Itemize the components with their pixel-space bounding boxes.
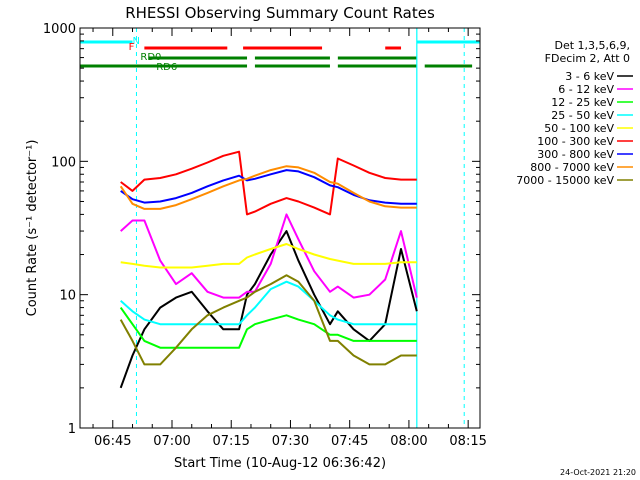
series-line-1	[120, 213, 418, 299]
series-line-3	[120, 280, 417, 326]
series-line-4	[120, 243, 417, 269]
x-axis-ticks: 06:45 07:00 07:15 07:30 07:45 08:00 08:15	[92, 28, 487, 449]
series-layer	[119, 150, 418, 389]
series-line-0	[119, 230, 418, 389]
legend-header-detectors: Det 1,3,5,6,9,	[554, 39, 630, 52]
legend-entry-label: 3 - 6 keV	[565, 70, 614, 83]
y-tick-label: 1000	[43, 22, 76, 37]
x-tick-label: 07:00	[153, 434, 190, 449]
x-tick-label: 06:45	[94, 434, 131, 449]
x-tick-label: 08:15	[449, 434, 486, 449]
series-line-7	[119, 165, 417, 210]
y-axis-label: Count Rate (s⁻¹ detector⁻¹)	[25, 140, 40, 317]
chart-title: RHESSI Observing Summary Count Rates	[125, 4, 435, 22]
plot-frame	[79, 27, 481, 429]
flag-label-rd0: RD0	[140, 52, 161, 63]
y-tick-label: 10	[59, 289, 76, 304]
timestamp: 24-Oct-2021 21:20	[560, 468, 636, 477]
flag-label-flare: F	[129, 42, 135, 53]
x-tick-label: 07:45	[331, 434, 368, 449]
legend-entry-label: 7000 - 15000 keV	[516, 174, 614, 187]
legend-entry-label: 12 - 25 keV	[551, 96, 614, 109]
night-lines-layer	[135, 28, 465, 428]
y-axis-ticks: 1 10 100 1000	[43, 22, 480, 437]
legend-entry-label: 800 - 7000 keV	[530, 161, 614, 174]
legend-entry-label: 50 - 100 keV	[544, 122, 614, 135]
legend-entry-label: 300 - 800 keV	[537, 148, 614, 161]
x-tick-label: 08:00	[390, 434, 427, 449]
legend-header-decimation: FDecim 2, Att 0	[545, 52, 630, 65]
x-tick-label: 07:30	[272, 434, 309, 449]
flag-label-night: N	[133, 36, 140, 47]
x-axis-label: Start Time (10-Aug-12 06:36:42)	[174, 456, 386, 471]
legend-entry-label: 6 - 12 keV	[558, 83, 614, 96]
series-line-2	[119, 307, 417, 349]
series-line-8	[119, 274, 417, 366]
flag-label-rd6: RD6	[156, 62, 177, 73]
y-tick-label: 100	[51, 155, 76, 170]
legend-entry-label: 100 - 300 keV	[537, 135, 614, 148]
x-tick-label: 07:15	[212, 434, 249, 449]
series-line-5	[120, 150, 417, 216]
legend: Det 1,3,5,6,9, FDecim 2, Att 0 3 - 6 keV…	[516, 39, 633, 187]
legend-entry-label: 25 - 50 keV	[551, 109, 614, 122]
y-tick-label: 1	[68, 422, 76, 437]
